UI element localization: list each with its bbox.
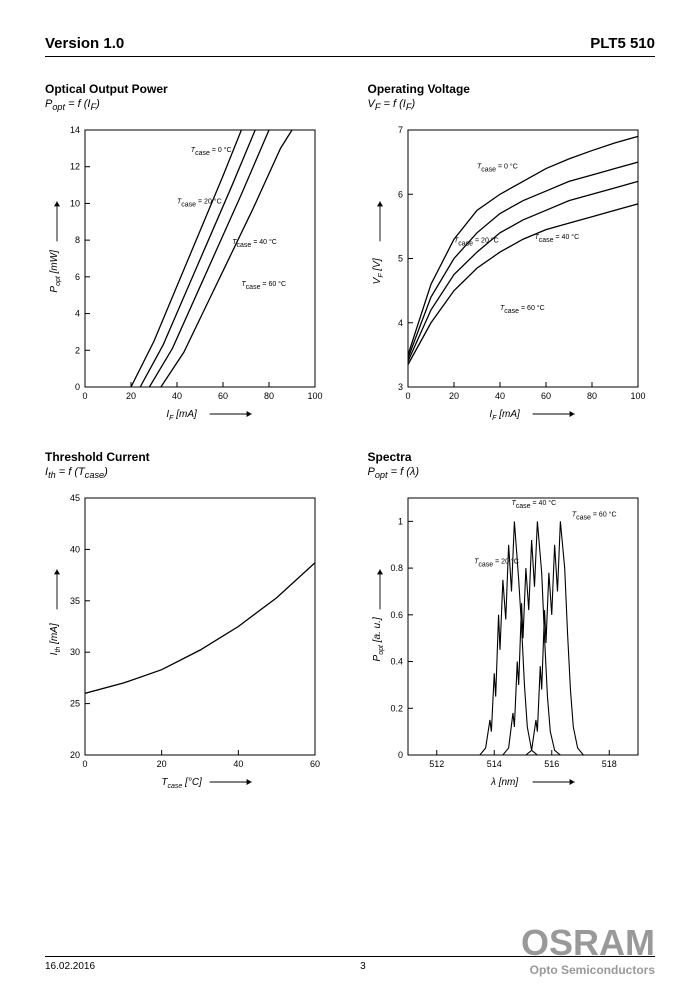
svg-text:60: 60	[310, 759, 320, 769]
svg-text:Tcase = 20 °C: Tcase = 20 °C	[177, 198, 222, 209]
svg-text:10: 10	[70, 199, 80, 209]
svg-text:35: 35	[70, 596, 80, 606]
svg-text:3: 3	[397, 382, 402, 392]
svg-text:Tcase = 40 °C: Tcase = 40 °C	[534, 233, 579, 244]
svg-text:7: 7	[397, 125, 402, 135]
svg-text:60: 60	[540, 391, 550, 401]
svg-text:514: 514	[486, 759, 501, 769]
svg-text:0: 0	[82, 391, 87, 401]
svg-text:0: 0	[82, 759, 87, 769]
version-label: Version 1.0	[45, 35, 124, 52]
svg-text:0: 0	[75, 382, 80, 392]
header: Version 1.0 PLT5 510	[45, 35, 655, 57]
svg-text:40: 40	[172, 391, 182, 401]
svg-text:20: 20	[70, 750, 80, 760]
chart-operating-voltage: Operating Voltage VF = f (IF) 0 20 40 60 80 1…	[368, 82, 656, 435]
svg-text:4: 4	[397, 318, 402, 328]
svg-text:40: 40	[494, 391, 504, 401]
chart4-plot: 512 514 516 518 0 0.2 0.4 0.6 0.8 1 λ [nm] Popt [a.…	[368, 488, 656, 803]
chart2-title: Operating Voltage	[368, 82, 656, 96]
svg-text:20: 20	[157, 759, 167, 769]
chart4-title: Spectra	[368, 450, 656, 464]
svg-text:40: 40	[70, 545, 80, 555]
svg-text:512: 512	[429, 759, 444, 769]
svg-text:25: 25	[70, 699, 80, 709]
svg-text:516: 516	[544, 759, 559, 769]
chart3-subtitle: Ith = f (Tcase)	[45, 466, 333, 480]
chart-threshold-current: Threshold Current Ith = f (Tcase) 020406…	[45, 450, 333, 803]
svg-text:Tcase = 60 °C: Tcase = 60 °C	[241, 280, 286, 291]
footer: 16.02.2016 3 OSRAM Opto Semiconductors	[45, 956, 655, 972]
chart1-plot: 0 20 40 60 80 100 0 2 4 6 8 10 12 14 IF [mA] Popt [mW] T…	[45, 120, 333, 435]
svg-text:Tcase = 60 °C: Tcase = 60 °C	[571, 511, 616, 522]
logo: OSRAM Opto Semiconductors	[521, 925, 655, 977]
svg-text:100: 100	[630, 391, 645, 401]
svg-text:12: 12	[70, 162, 80, 172]
svg-text:Tcase = 60 °C: Tcase = 60 °C	[500, 304, 545, 315]
svg-text:0.2: 0.2	[390, 704, 403, 714]
svg-text:14: 14	[70, 125, 80, 135]
chart1-title: Optical Output Power	[45, 82, 333, 96]
svg-text:0.8: 0.8	[390, 563, 403, 573]
svg-text:100: 100	[307, 391, 322, 401]
svg-text:60: 60	[218, 391, 228, 401]
svg-text:5: 5	[397, 254, 402, 264]
svg-text:Ith [mA]: Ith [mA]	[49, 624, 62, 656]
svg-text:20: 20	[448, 391, 458, 401]
charts-grid: Optical Output Power Popt = f (IF) 02040…	[45, 82, 655, 803]
svg-text:6: 6	[75, 272, 80, 282]
svg-text:0.4: 0.4	[390, 657, 403, 667]
svg-text:0: 0	[397, 750, 402, 760]
svg-text:0.6: 0.6	[390, 610, 403, 620]
svg-text:40: 40	[233, 759, 243, 769]
svg-text:30: 30	[70, 648, 80, 658]
chart4-subtitle: Popt = f (λ)	[368, 466, 656, 480]
footer-date: 16.02.2016	[45, 961, 95, 972]
svg-text:IF [mA]: IF [mA]	[489, 409, 520, 422]
svg-text:Popt [a. u.]: Popt [a. u.]	[372, 617, 385, 661]
svg-text:Tcase [°C]: Tcase [°C]	[161, 777, 202, 790]
svg-text:2: 2	[75, 345, 80, 355]
chart1-subtitle: Popt = f (IF)	[45, 98, 333, 112]
svg-text:Tcase = 20 °C: Tcase = 20 °C	[454, 237, 499, 248]
svg-text:Popt [mW]: Popt [mW]	[49, 250, 62, 293]
svg-text:4: 4	[75, 309, 80, 319]
svg-text:Tcase = 0 °C: Tcase = 0 °C	[477, 163, 518, 174]
chart3-title: Threshold Current	[45, 450, 333, 464]
svg-text:6: 6	[397, 189, 402, 199]
svg-text:8: 8	[75, 235, 80, 245]
svg-text:0: 0	[405, 391, 410, 401]
logo-brand: OSRAM	[521, 925, 655, 961]
chart2-subtitle: VF = f (IF)	[368, 98, 656, 112]
svg-text:20: 20	[126, 391, 136, 401]
footer-page: 3	[360, 961, 366, 972]
svg-text:Tcase = 40 °C: Tcase = 40 °C	[511, 499, 556, 510]
svg-text:518: 518	[601, 759, 616, 769]
svg-text:Tcase = 0 °C: Tcase = 0 °C	[191, 146, 232, 157]
chart3-plot: 0204060202530354045Tcase [°C]Ith [mA]	[45, 488, 333, 803]
svg-text:λ [nm]: λ [nm]	[490, 777, 518, 788]
svg-text:45: 45	[70, 493, 80, 503]
chart-spectra: Spectra Popt = f (λ) 512 514 516 518 0 0.2 0.4…	[368, 450, 656, 803]
svg-text:1: 1	[397, 517, 402, 527]
svg-text:80: 80	[586, 391, 596, 401]
svg-text:IF [mA]: IF [mA]	[166, 409, 197, 422]
chart2-plot: 0 20 40 60 80 100 3 4 5 6 7 IF [mA] VF [V] Tcase = 0 …	[368, 120, 656, 435]
chart-optical-output: Optical Output Power Popt = f (IF) 02040…	[45, 82, 333, 435]
svg-text:VF [V]: VF [V]	[372, 258, 385, 284]
svg-text:80: 80	[264, 391, 274, 401]
logo-subtitle: Opto Semiconductors	[521, 963, 655, 977]
part-number: PLT5 510	[590, 35, 655, 52]
